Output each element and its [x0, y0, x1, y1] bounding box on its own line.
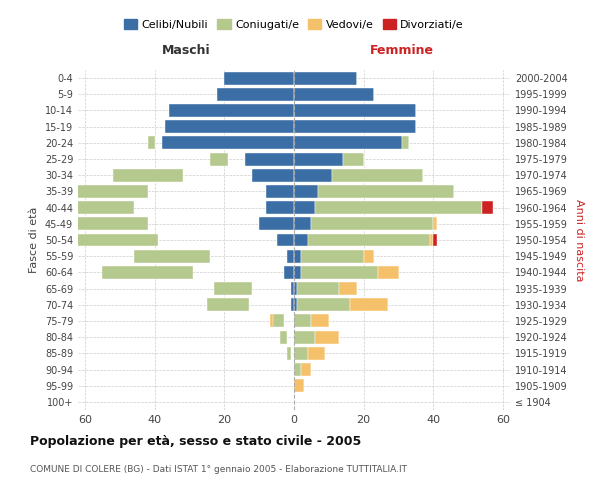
Bar [266, 201, 294, 214]
Bar [284, 266, 294, 279]
Bar [339, 282, 357, 295]
Text: Maschi: Maschi [161, 44, 211, 57]
Bar [294, 282, 298, 295]
Bar [259, 218, 294, 230]
Bar [127, 201, 130, 214]
Bar [350, 298, 388, 311]
Bar [141, 185, 144, 198]
Text: COMUNE DI COLERE (BG) - Dati ISTAT 1° gennaio 2005 - Elaborazione TUTTITALIA.IT: COMUNE DI COLERE (BG) - Dati ISTAT 1° ge… [30, 465, 407, 474]
Bar [343, 152, 364, 166]
Text: Popolazione per età, sesso e stato civile - 2005: Popolazione per età, sesso e stato civil… [30, 435, 361, 448]
Bar [294, 314, 311, 328]
Bar [482, 201, 493, 214]
Bar [294, 169, 332, 181]
Bar [141, 218, 144, 230]
Bar [290, 282, 294, 295]
Bar [29, 185, 148, 198]
Bar [294, 347, 308, 360]
Bar [315, 201, 482, 214]
Bar [294, 379, 304, 392]
Bar [308, 234, 430, 246]
Bar [134, 250, 211, 262]
Bar [298, 298, 350, 311]
Bar [277, 234, 294, 246]
Bar [40, 234, 158, 246]
Legend: Celibi/Nubili, Coniugati/e, Vedovi/e, Divorziati/e: Celibi/Nubili, Coniugati/e, Vedovi/e, Di… [119, 14, 469, 34]
Text: Femmine: Femmine [370, 44, 434, 57]
Bar [294, 266, 301, 279]
Bar [294, 104, 416, 117]
Bar [266, 185, 294, 198]
Bar [294, 363, 301, 376]
Bar [137, 185, 141, 198]
Bar [161, 136, 294, 149]
Bar [377, 266, 398, 279]
Bar [294, 88, 374, 101]
Bar [273, 314, 284, 328]
Bar [298, 282, 339, 295]
Bar [287, 250, 294, 262]
Bar [103, 266, 193, 279]
Bar [294, 72, 357, 85]
Bar [290, 298, 294, 311]
Bar [186, 266, 190, 279]
Bar [287, 347, 290, 360]
Bar [148, 136, 155, 149]
Bar [245, 152, 294, 166]
Bar [1, 201, 134, 214]
Bar [203, 250, 207, 262]
Bar [211, 152, 228, 166]
Bar [308, 347, 325, 360]
Bar [294, 152, 343, 166]
Bar [294, 218, 311, 230]
Bar [214, 298, 231, 311]
Bar [294, 201, 315, 214]
Bar [294, 234, 308, 246]
Bar [200, 250, 203, 262]
Bar [294, 298, 298, 311]
Bar [169, 266, 179, 279]
Bar [217, 282, 235, 295]
Bar [165, 120, 294, 133]
Bar [301, 250, 364, 262]
Bar [294, 136, 402, 149]
Bar [402, 136, 409, 149]
Bar [301, 266, 377, 279]
Bar [294, 250, 301, 262]
Bar [224, 72, 294, 85]
Bar [36, 218, 148, 230]
Bar [294, 120, 416, 133]
Bar [294, 185, 319, 198]
Bar [123, 201, 127, 214]
Bar [301, 363, 311, 376]
Bar [315, 330, 339, 344]
Bar [430, 234, 433, 246]
Bar [217, 88, 294, 101]
Bar [311, 314, 329, 328]
Bar [280, 330, 284, 344]
Bar [252, 169, 294, 181]
Bar [214, 282, 252, 295]
Bar [319, 185, 454, 198]
Bar [332, 169, 423, 181]
Bar [294, 330, 315, 344]
Y-axis label: Anni di nascita: Anni di nascita [574, 198, 584, 281]
Bar [169, 104, 294, 117]
Bar [433, 218, 437, 230]
Bar [280, 330, 287, 344]
Bar [433, 234, 437, 246]
Bar [364, 250, 374, 262]
Bar [269, 314, 277, 328]
Bar [113, 169, 182, 181]
Y-axis label: Fasce di età: Fasce di età [29, 207, 39, 273]
Bar [207, 298, 249, 311]
Bar [311, 218, 433, 230]
